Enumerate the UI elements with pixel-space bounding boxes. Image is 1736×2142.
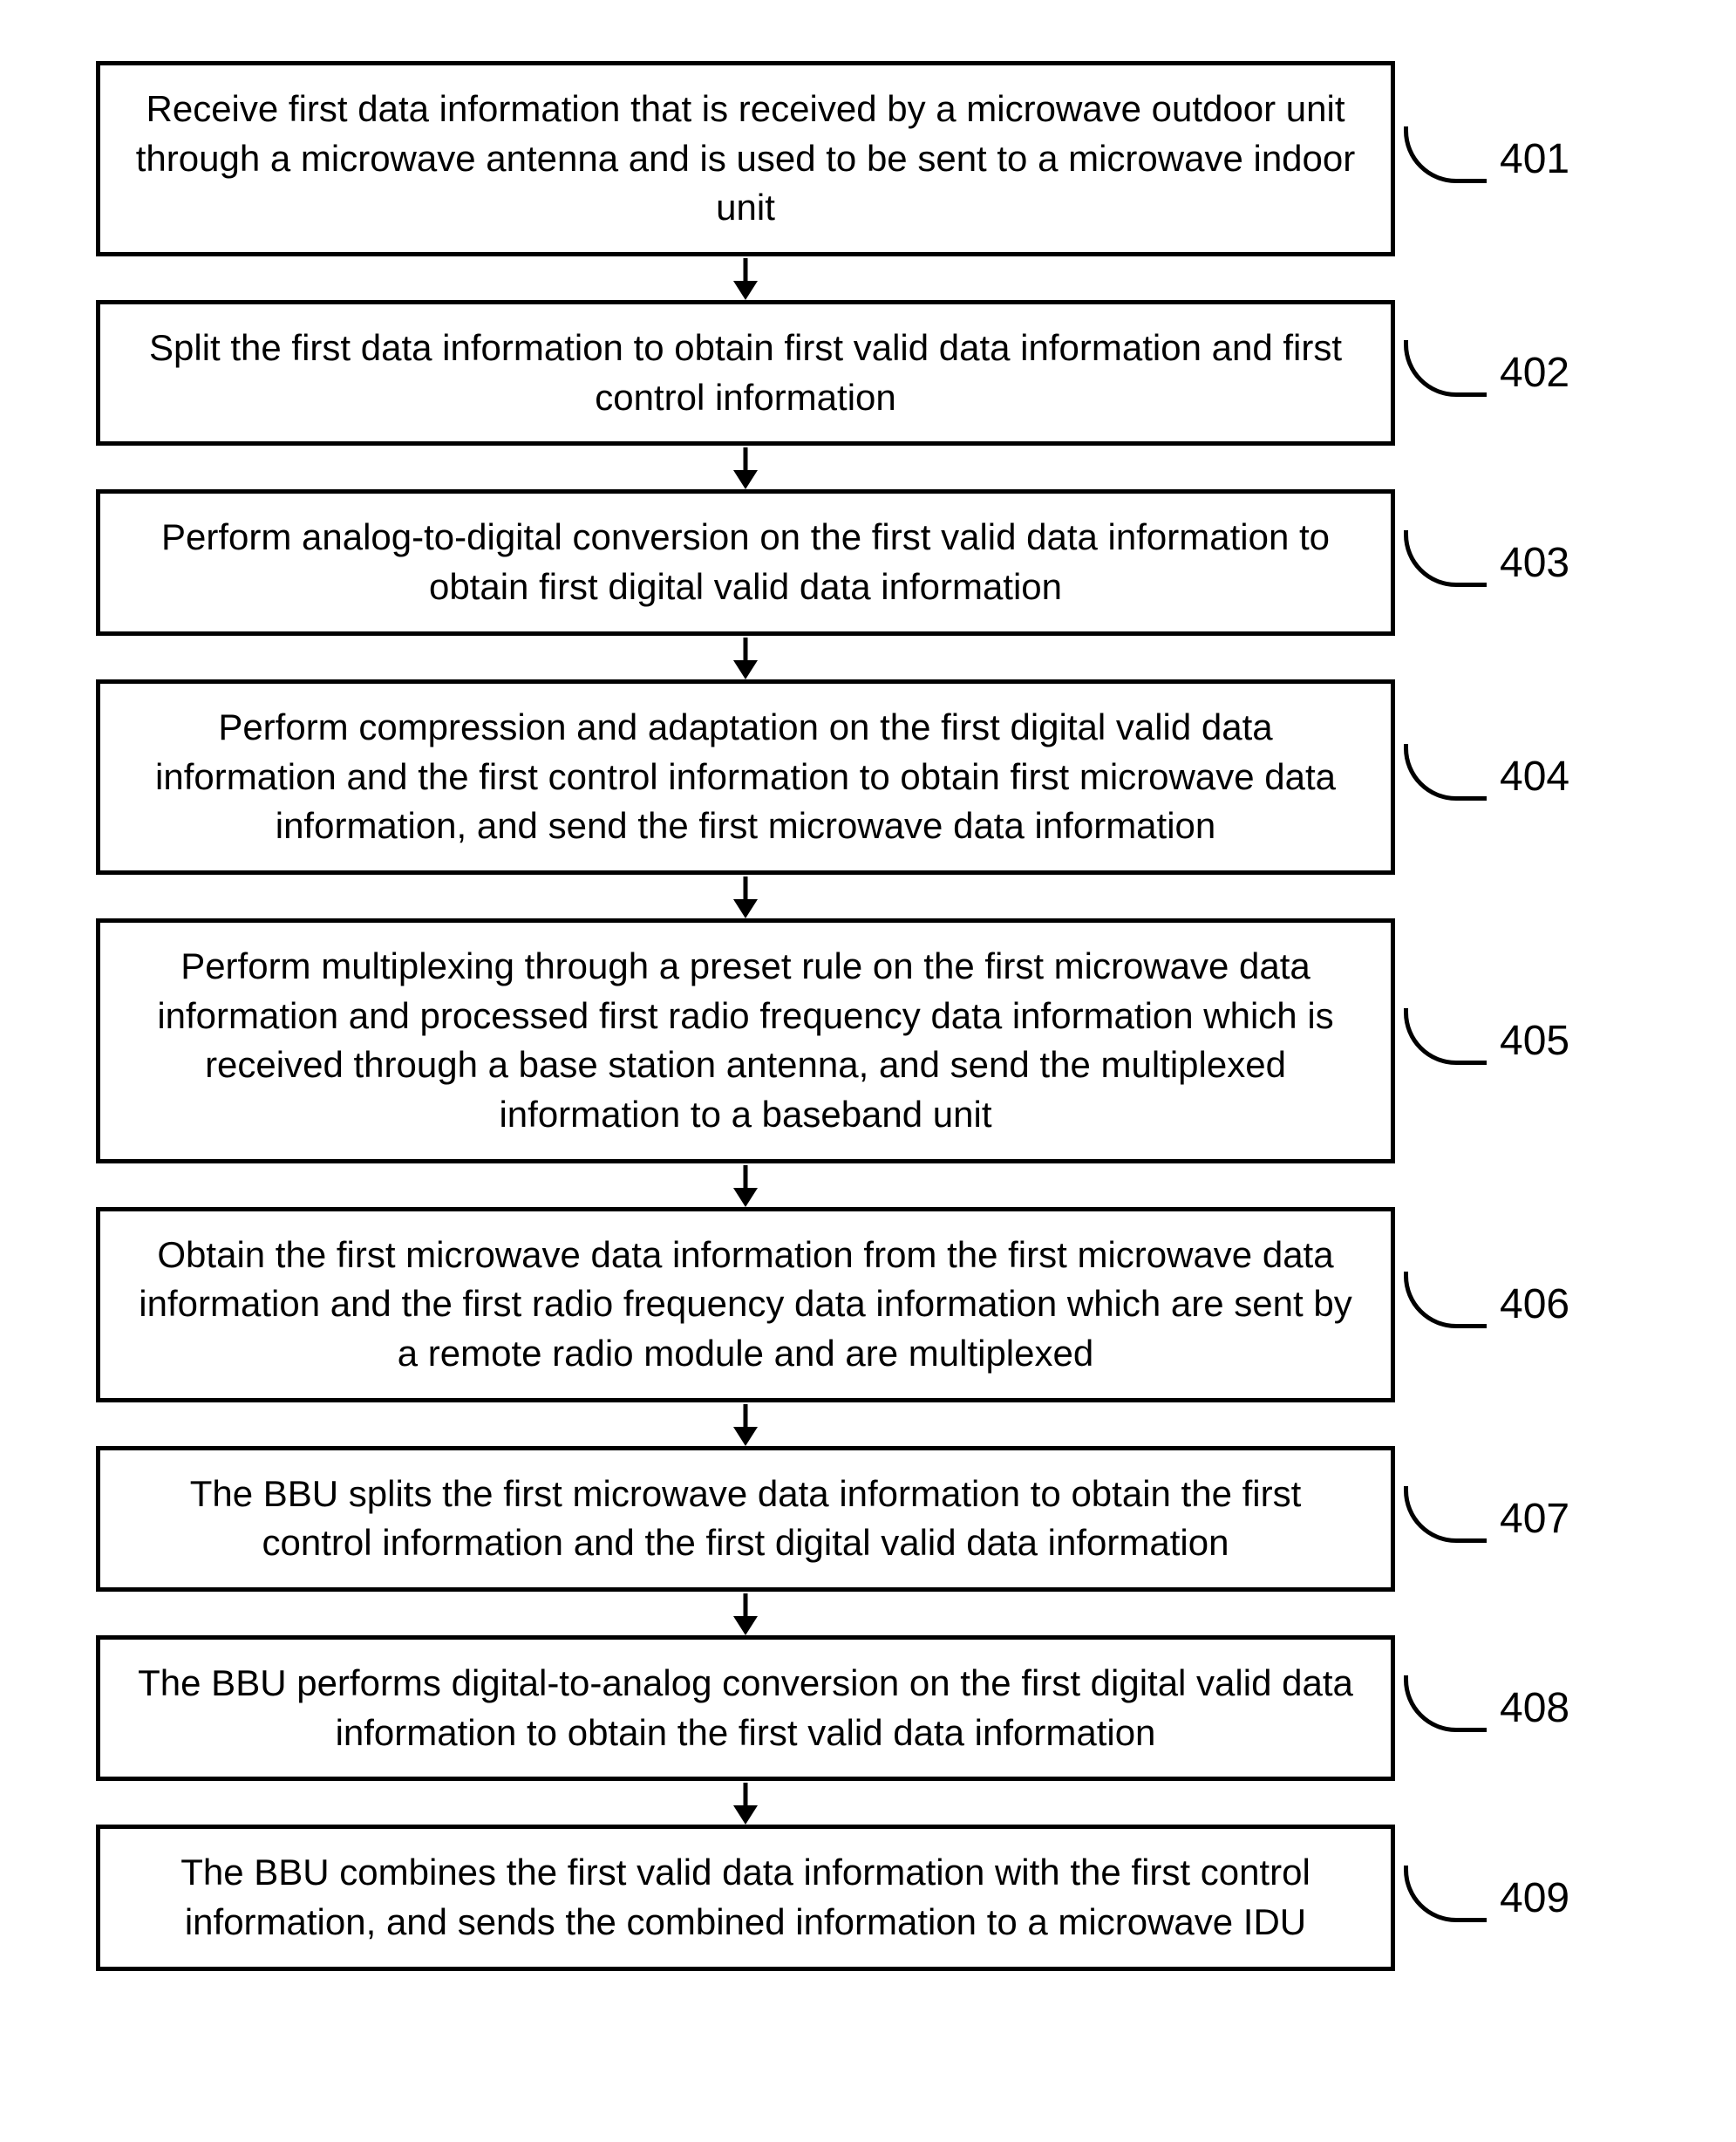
- label-connector: [1404, 126, 1487, 183]
- flow-step: The BBU splits the first microwave data …: [96, 1446, 1648, 1592]
- flow-step-label: 405: [1500, 1017, 1569, 1065]
- flow-arrow: [96, 446, 1395, 489]
- flow-arrow: [96, 1163, 1395, 1207]
- flow-step-id: 408: [1500, 1685, 1569, 1731]
- flow-step-box: Perform analog-to-digital conversion on …: [96, 489, 1395, 635]
- flow-step: Perform analog-to-digital conversion on …: [96, 489, 1648, 635]
- flow-arrow: [96, 1781, 1395, 1825]
- flow-step-id: 402: [1500, 350, 1569, 396]
- label-connector: [1404, 1008, 1487, 1065]
- flow-arrow: [96, 875, 1395, 918]
- flow-step-label: 403: [1500, 539, 1569, 587]
- flow-step-box: Split the first data information to obta…: [96, 300, 1395, 446]
- flow-step-id: 401: [1500, 136, 1569, 182]
- flow-step: Obtain the first microwave data informat…: [96, 1207, 1648, 1402]
- label-connector: [1404, 340, 1487, 397]
- flow-step-id: 404: [1500, 754, 1569, 800]
- label-connector: [1404, 744, 1487, 801]
- flow-step: Receive first data information that is r…: [96, 61, 1648, 256]
- label-connector: [1404, 1675, 1487, 1732]
- flow-step-box: Perform compression and adaptation on th…: [96, 679, 1395, 875]
- label-connector: [1404, 1272, 1487, 1328]
- flow-step-label: 404: [1500, 753, 1569, 801]
- flow-step-box: The BBU performs digital-to-analog conve…: [96, 1635, 1395, 1781]
- flow-step-label: 409: [1500, 1874, 1569, 1922]
- flow-step-label: 406: [1500, 1280, 1569, 1328]
- flow-step-label: 408: [1500, 1684, 1569, 1732]
- flow-step-id: 403: [1500, 540, 1569, 586]
- flow-arrow: [96, 636, 1395, 679]
- flow-step: Perform compression and adaptation on th…: [96, 679, 1648, 875]
- label-connector: [1404, 530, 1487, 587]
- flow-step: Perform multiplexing through a preset ru…: [96, 918, 1648, 1163]
- flow-step: The BBU performs digital-to-analog conve…: [96, 1635, 1648, 1781]
- flow-step: Split the first data information to obta…: [96, 300, 1648, 446]
- flow-step-label: 402: [1500, 349, 1569, 397]
- flow-arrow: [96, 1592, 1395, 1635]
- flow-step-id: 409: [1500, 1875, 1569, 1921]
- flow-step-id: 406: [1500, 1281, 1569, 1327]
- flow-step-label: 401: [1500, 135, 1569, 183]
- flow-arrow: [96, 256, 1395, 300]
- flow-step-id: 405: [1500, 1018, 1569, 1064]
- flowchart: Receive first data information that is r…: [96, 61, 1648, 1971]
- flow-step-id: 407: [1500, 1496, 1569, 1542]
- flow-step-box: Obtain the first microwave data informat…: [96, 1207, 1395, 1402]
- label-connector: [1404, 1486, 1487, 1543]
- flow-arrow: [96, 1402, 1395, 1446]
- flow-step-box: Perform multiplexing through a preset ru…: [96, 918, 1395, 1163]
- flow-step-box: Receive first data information that is r…: [96, 61, 1395, 256]
- flow-step-box: The BBU splits the first microwave data …: [96, 1446, 1395, 1592]
- flow-step-label: 407: [1500, 1495, 1569, 1543]
- label-connector: [1404, 1866, 1487, 1922]
- flow-step-box: The BBU combines the first valid data in…: [96, 1825, 1395, 1970]
- flow-step: The BBU combines the first valid data in…: [96, 1825, 1648, 1970]
